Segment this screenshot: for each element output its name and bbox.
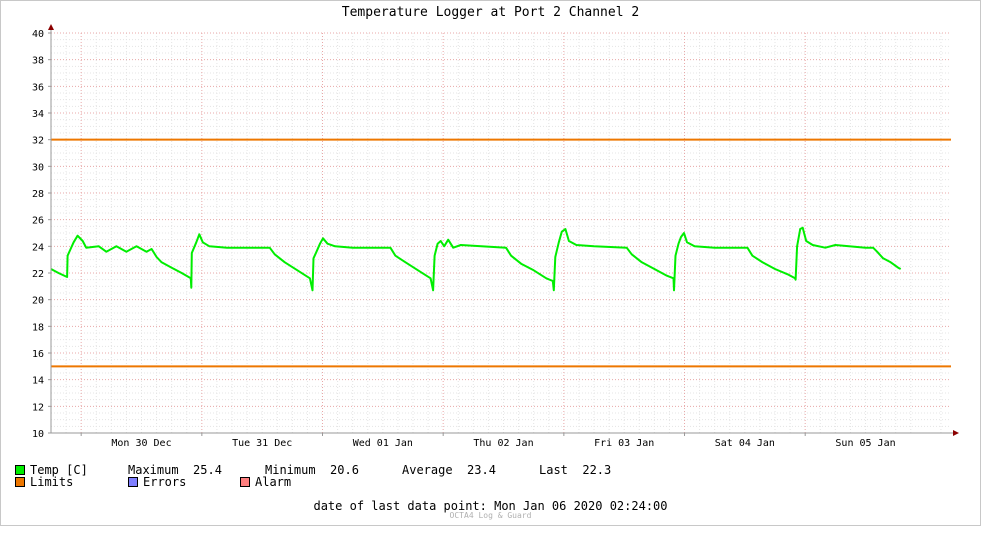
legend-limits-swatch bbox=[15, 476, 25, 487]
legend-limits: Limits bbox=[15, 475, 73, 489]
stat-minimum: Minimum 20.6 bbox=[265, 463, 359, 477]
stat-average-value: 23.4 bbox=[467, 463, 496, 477]
x-tick-label: Mon 30 Dec bbox=[111, 438, 171, 449]
x-tick-label: Thu 02 Jan bbox=[473, 438, 533, 449]
stat-average: Average 23.4 bbox=[402, 463, 496, 477]
stat-last-label: Last bbox=[539, 463, 568, 477]
y-tick-label: 12 bbox=[32, 402, 44, 413]
stat-minimum-value: 20.6 bbox=[330, 463, 359, 477]
x-tick-label: Fri 03 Jan bbox=[594, 438, 654, 449]
legend-alarm-label: Alarm bbox=[255, 475, 292, 489]
last-data-point-label: date of last data point: bbox=[313, 499, 487, 513]
y-tick-label: 10 bbox=[32, 429, 44, 440]
temperature-chart: 10 12 14 16 18 20 22 24 26 28 30 32 34 36 38 40 Mon 30 D… bbox=[32, 24, 959, 449]
chart-title: Temperature Logger at Port 2 Channel 2 bbox=[341, 5, 640, 20]
last-data-point: date of last data point: Mon Jan 06 2020… bbox=[0, 499, 981, 513]
x-tick-label: Sat 04 Jan bbox=[715, 438, 775, 449]
y-tick-label: 38 bbox=[32, 56, 44, 67]
legend-temp: Temp [C] bbox=[15, 463, 88, 477]
stat-last: Last 22.3 bbox=[539, 463, 611, 477]
legend-row-temp: Temp [C] Maximum 25.4 Minimum 20.6 Avera… bbox=[15, 463, 611, 477]
y-tick-label: 32 bbox=[32, 136, 44, 147]
legend-errors-swatch bbox=[128, 476, 138, 487]
x-tick-label: Sun 05 Jan bbox=[835, 438, 895, 449]
x-axis-arrow bbox=[953, 430, 959, 436]
y-tick-label: 30 bbox=[32, 162, 44, 173]
legend-limits-label: Limits bbox=[30, 475, 74, 489]
legend-row-other: Limits Errors Alarm bbox=[15, 475, 291, 489]
stat-maximum: Maximum 25.4 bbox=[128, 463, 222, 477]
stat-last-value: 22.3 bbox=[582, 463, 612, 477]
y-tick-label: 34 bbox=[32, 109, 44, 120]
stat-maximum-value: 25.4 bbox=[193, 463, 222, 477]
y-tick-label: 40 bbox=[32, 29, 44, 40]
legend-alarm: Alarm bbox=[240, 475, 291, 489]
y-tick-label: 20 bbox=[32, 296, 44, 307]
x-tick-label: Tue 31 Dec bbox=[232, 438, 292, 449]
y-axis-arrow bbox=[48, 24, 54, 30]
stat-minimum-label: Minimum bbox=[265, 463, 316, 477]
y-tick-label: 22 bbox=[32, 269, 44, 280]
brand-watermark: OCTA4 Log & Guard bbox=[449, 511, 532, 520]
stat-maximum-label: Maximum bbox=[128, 463, 179, 477]
temperature-series-line bbox=[50, 226, 902, 292]
y-tick-label: 24 bbox=[32, 242, 44, 253]
y-tick-label: 26 bbox=[32, 216, 44, 227]
y-tick-label: 36 bbox=[32, 82, 44, 93]
last-data-point-value: Mon Jan 06 2020 02:24:00 bbox=[494, 499, 668, 513]
legend-errors-label: Errors bbox=[143, 475, 187, 489]
legend-errors: Errors bbox=[128, 475, 186, 489]
y-tick-label: 18 bbox=[32, 322, 44, 333]
y-tick-label: 16 bbox=[32, 349, 44, 360]
y-tick-label: 28 bbox=[32, 189, 44, 200]
legend-alarm-swatch bbox=[240, 476, 250, 487]
y-tick-label: 14 bbox=[32, 376, 44, 387]
x-tick-label: Wed 01 Jan bbox=[353, 438, 413, 449]
legend-temp-swatch bbox=[15, 464, 25, 475]
stat-average-label: Average bbox=[402, 463, 453, 477]
legend-temp-label: Temp [C] bbox=[30, 463, 88, 477]
